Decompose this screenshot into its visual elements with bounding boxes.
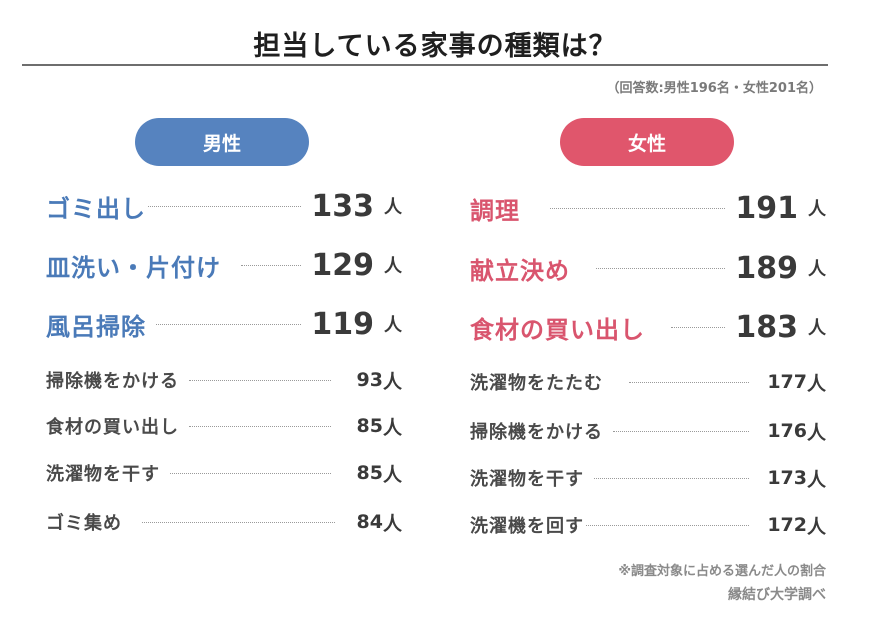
ranking-row: 献立決め 189 人 [470, 248, 826, 288]
leader-line [594, 477, 750, 479]
chore-label: 掃除機をかける [470, 422, 603, 443]
count-value: 119 [311, 306, 374, 342]
count-value: 183 [735, 309, 798, 345]
leader-line [586, 524, 750, 526]
ranking-row: ゴミ出し 133 人 [46, 186, 402, 226]
count-unit: 人 [806, 372, 826, 395]
count-value: 177 [767, 371, 807, 393]
leader-line [142, 521, 335, 523]
male-header-pill: 男性 [135, 118, 309, 166]
count-unit: 人 [384, 256, 402, 277]
count-value: 176 [767, 420, 807, 442]
chore-label: ゴミ集め [46, 513, 122, 534]
count-value: 189 [735, 250, 798, 286]
chore-label: 洗濯物をたたむ [470, 373, 603, 394]
count-value: 85 [356, 462, 383, 484]
leader-line [241, 264, 302, 266]
count-unit: 人 [384, 315, 402, 336]
chore-label: 皿洗い・片付け [46, 253, 221, 282]
count-unit: 人 [806, 421, 826, 444]
leader-line [189, 425, 331, 427]
chore-label: 調理 [470, 196, 520, 225]
count-unit: 人 [382, 463, 402, 486]
ranking-row: 調理 191 人 [470, 188, 826, 228]
ranking-row: 食材の買い出し 85 人 [46, 411, 402, 441]
chore-label: ゴミ出し [46, 194, 146, 223]
count-unit: 人 [808, 318, 826, 339]
chore-label: 献立決め [470, 256, 570, 285]
count-unit: 人 [808, 199, 826, 220]
count-value: 173 [767, 467, 807, 489]
leader-line [596, 267, 726, 269]
leader-line [550, 207, 726, 209]
count-value: 129 [311, 247, 374, 283]
count-unit: 人 [384, 197, 402, 218]
chore-label: 掃除機をかける [46, 371, 179, 392]
count-value: 84 [356, 511, 383, 533]
ranking-row: 皿洗い・片付け 129 人 [46, 245, 402, 285]
leader-line [613, 430, 750, 432]
ranking-row: ゴミ集め 84 人 [46, 507, 402, 537]
chore-label: 食材の買い出し [46, 417, 179, 438]
respondent-count: （回答数:男性196名・女性201名） [606, 81, 822, 96]
ranking-row: 食材の買い出し 183 人 [470, 307, 826, 347]
count-value: 172 [767, 514, 807, 536]
chore-label: 洗濯機を回す [470, 516, 584, 537]
count-unit: 人 [382, 370, 402, 393]
count-unit: 人 [806, 468, 826, 491]
chore-label: 洗濯物を干す [46, 464, 160, 485]
title-divider [22, 64, 828, 66]
ranking-row: 洗濯物を干す 85 人 [46, 458, 402, 488]
chore-label: 風呂掃除 [46, 312, 146, 341]
count-value: 85 [356, 415, 383, 437]
count-unit: 人 [382, 416, 402, 439]
count-value: 191 [735, 190, 798, 226]
leader-line [671, 326, 726, 328]
count-unit: 人 [806, 515, 826, 538]
leader-line [189, 379, 331, 381]
leader-line [629, 381, 750, 383]
female-header-pill: 女性 [560, 118, 734, 166]
leader-line [148, 205, 302, 207]
footnote: ※調査対象に占める選んだ人の割合 [618, 564, 826, 579]
count-unit: 人 [382, 512, 402, 535]
ranking-row: 掃除機をかける 176 人 [470, 416, 826, 446]
chore-label: 食材の買い出し [470, 315, 645, 344]
leader-line [170, 472, 331, 474]
page-title: 担当している家事の種類は？ [253, 31, 617, 62]
ranking-row: 洗濯物をたたむ 177 人 [470, 367, 826, 397]
chore-label: 洗濯物を干す [470, 469, 584, 490]
leader-line [156, 323, 302, 325]
count-unit: 人 [808, 259, 826, 280]
count-value: 133 [311, 188, 374, 224]
ranking-row: 洗濯機を回す 172 人 [470, 510, 826, 540]
ranking-row: 洗濯物を干す 173 人 [470, 463, 826, 493]
source-credit: 縁結び大学調べ [728, 587, 826, 603]
ranking-row: 風呂掃除 119 人 [46, 304, 402, 344]
count-value: 93 [356, 369, 383, 391]
ranking-row: 掃除機をかける 93 人 [46, 365, 402, 395]
